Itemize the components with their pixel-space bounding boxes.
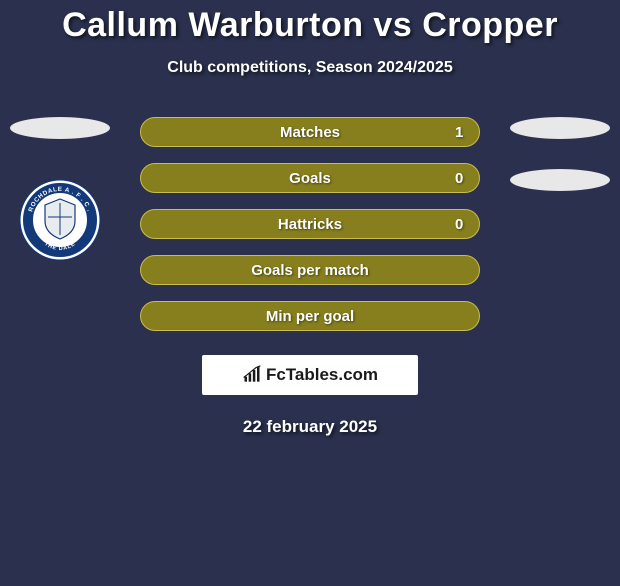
stat-label: Matches: [141, 124, 479, 141]
brand-badge: FcTables.com: [202, 355, 418, 395]
stat-label: Hattricks: [141, 216, 479, 233]
stat-label: Min per goal: [141, 308, 479, 325]
date-text: 22 february 2025: [0, 417, 620, 437]
stat-label: Goals: [141, 170, 479, 187]
bar-chart-icon: [242, 365, 262, 385]
stat-row: Goals per match: [140, 255, 480, 285]
stat-row: Goals 0: [140, 163, 480, 193]
rochdale-badge-icon: ROCHDALE A . F . C . THE DALE: [19, 179, 101, 261]
player-placeholder-ellipse: [510, 117, 610, 139]
comparison-area: ROCHDALE A . F . C . THE DALE Matches 1 …: [0, 117, 620, 331]
page-subtitle: Club competitions, Season 2024/2025: [0, 59, 620, 77]
page-title: Callum Warburton vs Cropper: [0, 6, 620, 45]
stat-row: Min per goal: [140, 301, 480, 331]
brand-text: FcTables.com: [266, 365, 378, 385]
stat-row: Hattricks 0: [140, 209, 480, 239]
left-player-col: ROCHDALE A . F . C . THE DALE: [10, 117, 110, 261]
club-placeholder-ellipse: [510, 169, 610, 191]
club-badge: ROCHDALE A . F . C . THE DALE: [19, 179, 101, 261]
stat-row: Matches 1: [140, 117, 480, 147]
stats-list: Matches 1 Goals 0 Hattricks 0 Goals per …: [140, 117, 480, 331]
right-player-col: [510, 117, 610, 191]
stat-label: Goals per match: [141, 262, 479, 279]
player-placeholder-ellipse: [10, 117, 110, 139]
